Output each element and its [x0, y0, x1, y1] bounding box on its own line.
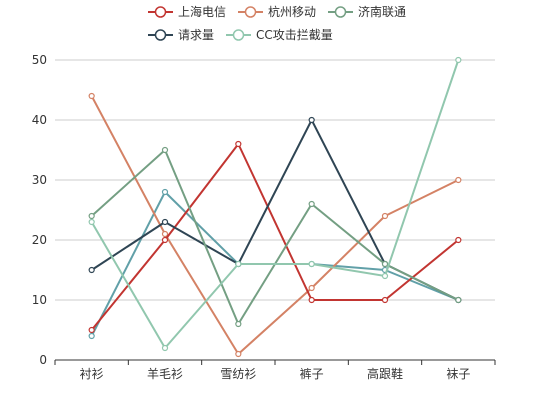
x-tick-label: 裤子	[300, 367, 324, 381]
x-tick-label: 高跟鞋	[367, 366, 403, 381]
series-line	[90, 95, 459, 355]
data-point[interactable]	[455, 296, 462, 304]
legend-item[interactable]: 济南联通	[328, 4, 406, 19]
data-point[interactable]	[381, 272, 389, 280]
x-tick-label: 衬衫	[80, 367, 104, 381]
data-point[interactable]	[88, 266, 95, 274]
legend-label: CC攻击拦截量	[256, 28, 333, 42]
data-point[interactable]	[381, 212, 389, 220]
data-point[interactable]	[455, 236, 462, 244]
data-point[interactable]	[235, 350, 242, 358]
y-tick-label: 30	[32, 173, 47, 187]
data-point[interactable]	[161, 218, 169, 226]
series-line	[90, 59, 460, 349]
data-point[interactable]	[308, 260, 315, 268]
legend-marker-icon	[154, 6, 167, 18]
data-point[interactable]	[381, 260, 389, 268]
y-tick-label: 20	[32, 233, 47, 247]
legend-label: 上海电信	[178, 4, 226, 19]
data-point[interactable]	[161, 230, 169, 238]
legend-label: 请求量	[178, 28, 214, 42]
data-point[interactable]	[455, 176, 462, 184]
y-tick-label: 0	[39, 353, 47, 367]
series-4	[88, 56, 462, 352]
legend-marker-icon	[232, 29, 245, 41]
data-point[interactable]	[161, 236, 169, 244]
data-point[interactable]	[161, 188, 169, 196]
legend-marker-icon	[334, 6, 347, 18]
data-point[interactable]	[88, 332, 95, 340]
data-point[interactable]	[161, 146, 169, 154]
data-point[interactable]	[88, 326, 95, 334]
legend-item[interactable]: 杭州移动	[238, 4, 316, 19]
axes: 0 10 20 30 40 50 衬衫 羊毛衫 雪纺衫 裤子 高跟鞋 袜子	[32, 53, 496, 381]
y-gridlines	[55, 59, 495, 301]
legend-label: 济南联通	[358, 4, 406, 19]
data-point[interactable]	[235, 320, 242, 328]
legend-item[interactable]: CC攻击拦截量	[226, 28, 333, 42]
data-point[interactable]	[308, 284, 315, 292]
data-point[interactable]	[381, 296, 389, 304]
series-layer	[88, 56, 462, 358]
data-point[interactable]	[88, 218, 95, 226]
data-point[interactable]	[235, 260, 242, 268]
data-point[interactable]	[308, 116, 315, 124]
data-point[interactable]	[161, 344, 169, 352]
legend-item[interactable]: 上海电信	[148, 4, 226, 19]
x-tick-label: 雪纺衫	[220, 367, 256, 381]
data-point[interactable]	[235, 140, 242, 148]
legend-label: 杭州移动	[268, 4, 316, 19]
series-0	[88, 140, 462, 334]
legend-item[interactable]: 请求量	[148, 28, 214, 42]
legend-marker-icon	[244, 6, 257, 18]
data-point[interactable]	[308, 200, 315, 208]
y-tick-label: 40	[32, 113, 47, 127]
data-point[interactable]	[308, 296, 315, 304]
y-tick-label: 50	[32, 53, 47, 67]
data-point[interactable]	[455, 56, 462, 64]
legend-marker-icon	[154, 29, 167, 41]
x-tick-label: 袜子	[446, 367, 470, 381]
data-point[interactable]	[88, 212, 95, 220]
data-point[interactable]	[88, 92, 95, 100]
series-line	[90, 143, 459, 331]
x-tick-label: 羊毛衫	[147, 366, 183, 381]
series-1	[88, 92, 462, 358]
y-tick-label: 10	[32, 293, 47, 307]
series-line	[90, 149, 459, 325]
